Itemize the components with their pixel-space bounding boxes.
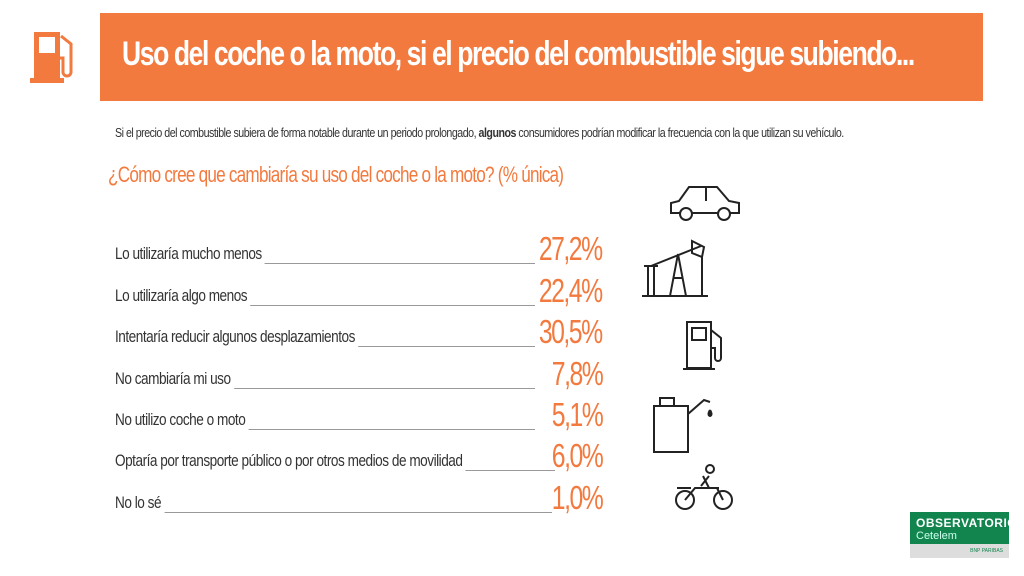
leader-line <box>115 305 535 306</box>
row-value: 7,8% <box>551 355 604 392</box>
row-value: 5,1% <box>551 396 604 433</box>
logo-footer: BNP PARIBAS <box>910 544 1009 558</box>
row-value: 6,0% <box>551 437 604 474</box>
row-label: Optaría por transporte público o por otr… <box>115 451 466 471</box>
row-value: 30,5% <box>539 313 603 350</box>
row-label: No cambiaría mi uso <box>115 369 234 389</box>
intro-before: Si el precio del combustible subiera de … <box>115 125 479 140</box>
row-label: Lo utilizaría mucho menos <box>115 244 265 264</box>
row-label: No lo sé <box>115 493 165 513</box>
intro-bold: algunos <box>478 125 517 140</box>
header-banner: Uso del coche o la moto, si el precio de… <box>100 13 983 101</box>
fuel-pump-outline-icon <box>683 321 722 370</box>
leader-line <box>115 388 535 389</box>
oil-pump-icon <box>642 239 708 297</box>
row-label: No utilizo coche o moto <box>115 410 249 430</box>
result-row: Optaría por transporte público o por otr… <box>115 437 604 475</box>
result-row: Lo utilizaría mucho menos 27,2% <box>115 230 603 268</box>
car-icon <box>670 186 740 221</box>
row-value: 22,4% <box>539 272 603 309</box>
row-label: Intentaría reducir algunos desplazamient… <box>115 327 359 347</box>
logo-line3: BNP PARIBAS <box>970 548 1003 554</box>
leader-line <box>115 429 535 430</box>
logo-line1: OBSERVATORIO <box>916 516 1018 530</box>
observatorio-cetelem-logo: OBSERVATORIO Cetelem BNP PARIBAS <box>910 512 1017 558</box>
result-row: No utilizo coche o moto 5,1% <box>115 396 604 434</box>
leader-line <box>115 512 552 513</box>
motorbike-icon <box>675 464 733 510</box>
page-title: Uso del coche o la moto, si el precio de… <box>122 35 915 73</box>
fuel-pump-icon <box>30 32 73 83</box>
intro-text: Si el precio del combustible subiera de … <box>115 125 844 140</box>
result-row: No lo sé 1,0% <box>115 479 604 517</box>
result-row: Lo utilizaría algo menos 22,4% <box>115 272 603 310</box>
row-value: 1,0% <box>551 479 604 516</box>
jerrycan-icon <box>653 397 713 453</box>
result-row: No cambiaría mi uso 7,8% <box>115 355 604 393</box>
row-value: 27,2% <box>539 230 603 267</box>
intro-after: consumidores podrían modificar la frecue… <box>515 125 844 140</box>
row-label: Lo utilizaría algo menos <box>115 286 251 306</box>
result-row: Intentaría reducir algunos desplazamient… <box>115 313 603 351</box>
logo-line2: Cetelem <box>916 530 957 542</box>
question-heading: ¿Cómo cree que cambiaría su uso del coch… <box>108 162 564 187</box>
leader-line <box>115 263 535 264</box>
